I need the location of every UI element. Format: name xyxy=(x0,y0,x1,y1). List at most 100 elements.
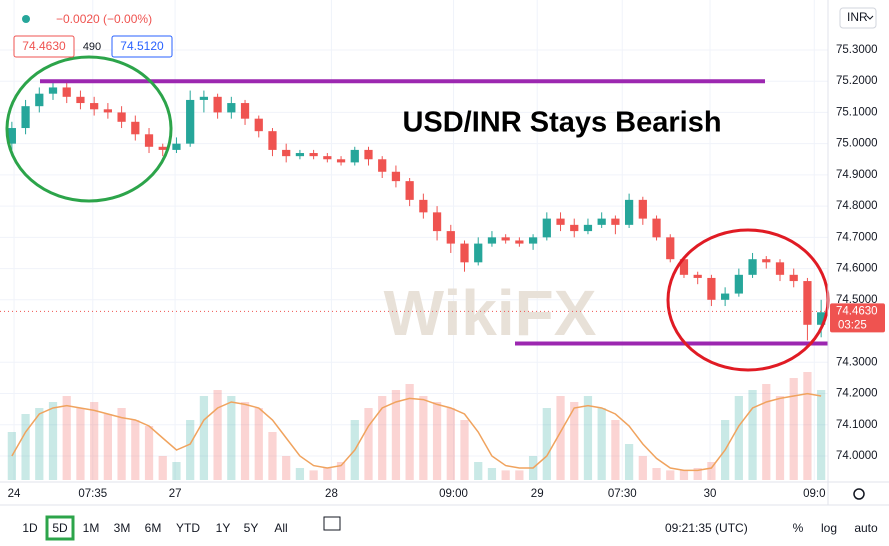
candle-body xyxy=(21,106,30,129)
volume-bar xyxy=(227,396,236,480)
range-button[interactable]: All xyxy=(274,521,287,535)
range-button[interactable]: 3M xyxy=(114,521,131,535)
volume-bar xyxy=(597,408,606,480)
countdown: 03:25 xyxy=(838,319,867,331)
y-tick-label: 74.2000 xyxy=(836,388,878,400)
candle-body xyxy=(707,277,716,300)
y-tick-label: 74.7000 xyxy=(836,231,878,243)
volume-bar xyxy=(570,402,579,480)
volume-bar xyxy=(446,408,455,480)
volume-bar xyxy=(336,462,346,480)
candle-body xyxy=(501,237,510,241)
y-tick-label: 74.9000 xyxy=(836,169,878,181)
range-button[interactable]: YTD xyxy=(176,521,200,535)
scale-option[interactable]: % xyxy=(793,521,804,535)
candle-body xyxy=(103,109,112,113)
range-button[interactable]: 1Y xyxy=(216,521,231,535)
x-tick-label: 29 xyxy=(531,488,544,500)
candle-body xyxy=(817,312,826,325)
y-tick-label: 75.0000 xyxy=(836,138,878,150)
bid-box[interactable] xyxy=(13,35,75,58)
clock: 09:21:35 (UTC) xyxy=(665,521,748,535)
plot xyxy=(0,79,828,480)
x-tick-label: 30 xyxy=(704,488,717,500)
x-tick-label: 07:35 xyxy=(78,488,107,500)
currency[interactable]: INR xyxy=(847,10,868,24)
volume-bar xyxy=(611,420,620,480)
candle-body xyxy=(186,99,195,144)
y-tick-label: 74.0000 xyxy=(836,450,878,462)
settings-icon[interactable] xyxy=(853,488,865,500)
candle-body xyxy=(762,259,771,263)
candle-body xyxy=(487,237,497,244)
date-range-icon[interactable] xyxy=(323,516,341,531)
candle-body xyxy=(227,103,236,113)
candle-body xyxy=(323,156,332,160)
volume-bar xyxy=(391,390,401,480)
candle-body xyxy=(460,243,469,263)
candle-body xyxy=(419,199,428,213)
x-tick-label: 28 xyxy=(325,488,338,500)
volume-bar xyxy=(268,432,277,480)
volume-bar xyxy=(309,470,318,480)
volume-bar xyxy=(583,396,593,480)
candle-body xyxy=(364,149,373,160)
candle-body xyxy=(350,149,359,163)
y-tick-label: 74.6000 xyxy=(836,263,878,275)
candle-body xyxy=(405,181,414,200)
range-button[interactable]: 5D xyxy=(52,521,68,535)
x-tick-label: 09:0 xyxy=(803,488,825,500)
volume-bar xyxy=(817,390,826,480)
volume-bar xyxy=(666,470,675,480)
volume-bar xyxy=(652,468,661,480)
candle-body xyxy=(775,262,785,275)
candle-body xyxy=(652,218,661,238)
x-tick-label: 09:00 xyxy=(439,488,468,500)
toolbar: 1D 5D 1M 3M 6M YTD 1Y 5Y All% log auto xyxy=(22,515,878,541)
y-tick-label: 74.8000 xyxy=(836,200,878,212)
candle-body xyxy=(131,121,140,135)
candle-body xyxy=(76,96,85,104)
active-range xyxy=(45,515,75,541)
volume-bar xyxy=(405,384,414,480)
candle-body xyxy=(666,237,675,260)
candle-body xyxy=(268,131,277,150)
volume-bar xyxy=(638,456,647,480)
scale-option[interactable]: auto xyxy=(854,521,878,535)
currency-select[interactable] xyxy=(839,7,877,29)
y-tick-label: 75.1000 xyxy=(836,106,878,118)
volume-bar xyxy=(62,396,71,480)
volume-bar xyxy=(679,470,689,480)
candle-body xyxy=(48,87,58,94)
bid[interactable]: 74.4630 xyxy=(22,39,66,53)
volume-bar xyxy=(364,408,373,480)
volume-bar xyxy=(35,408,44,480)
candle-body xyxy=(734,274,743,294)
volume-bar xyxy=(748,390,757,480)
volume-bar xyxy=(515,470,524,480)
range-button[interactable]: 5Y xyxy=(244,521,259,535)
volume-bar xyxy=(624,444,634,480)
grid xyxy=(0,0,828,480)
candle-body xyxy=(35,93,44,107)
volume-bar xyxy=(186,420,195,480)
ask-box[interactable] xyxy=(111,35,173,58)
range-button[interactable]: 1D xyxy=(22,521,38,535)
range-button[interactable]: 6M xyxy=(145,521,162,535)
candle-body xyxy=(748,259,757,275)
volume-bar xyxy=(556,396,565,480)
change: −0.0020 (−0.00%) xyxy=(56,12,152,26)
candle-body xyxy=(542,218,551,238)
scale-option[interactable]: log xyxy=(821,521,837,535)
range-button[interactable]: 1M xyxy=(83,521,100,535)
candle-body xyxy=(158,146,167,150)
candle-body xyxy=(144,134,154,147)
candle-body xyxy=(679,259,689,275)
candle-body xyxy=(570,224,579,232)
candle-body xyxy=(515,240,524,244)
volume-bar xyxy=(707,462,716,480)
y-tick-label: 74.1000 xyxy=(836,419,878,431)
ask[interactable]: 74.5120 xyxy=(120,39,164,53)
candle-body xyxy=(254,118,263,132)
